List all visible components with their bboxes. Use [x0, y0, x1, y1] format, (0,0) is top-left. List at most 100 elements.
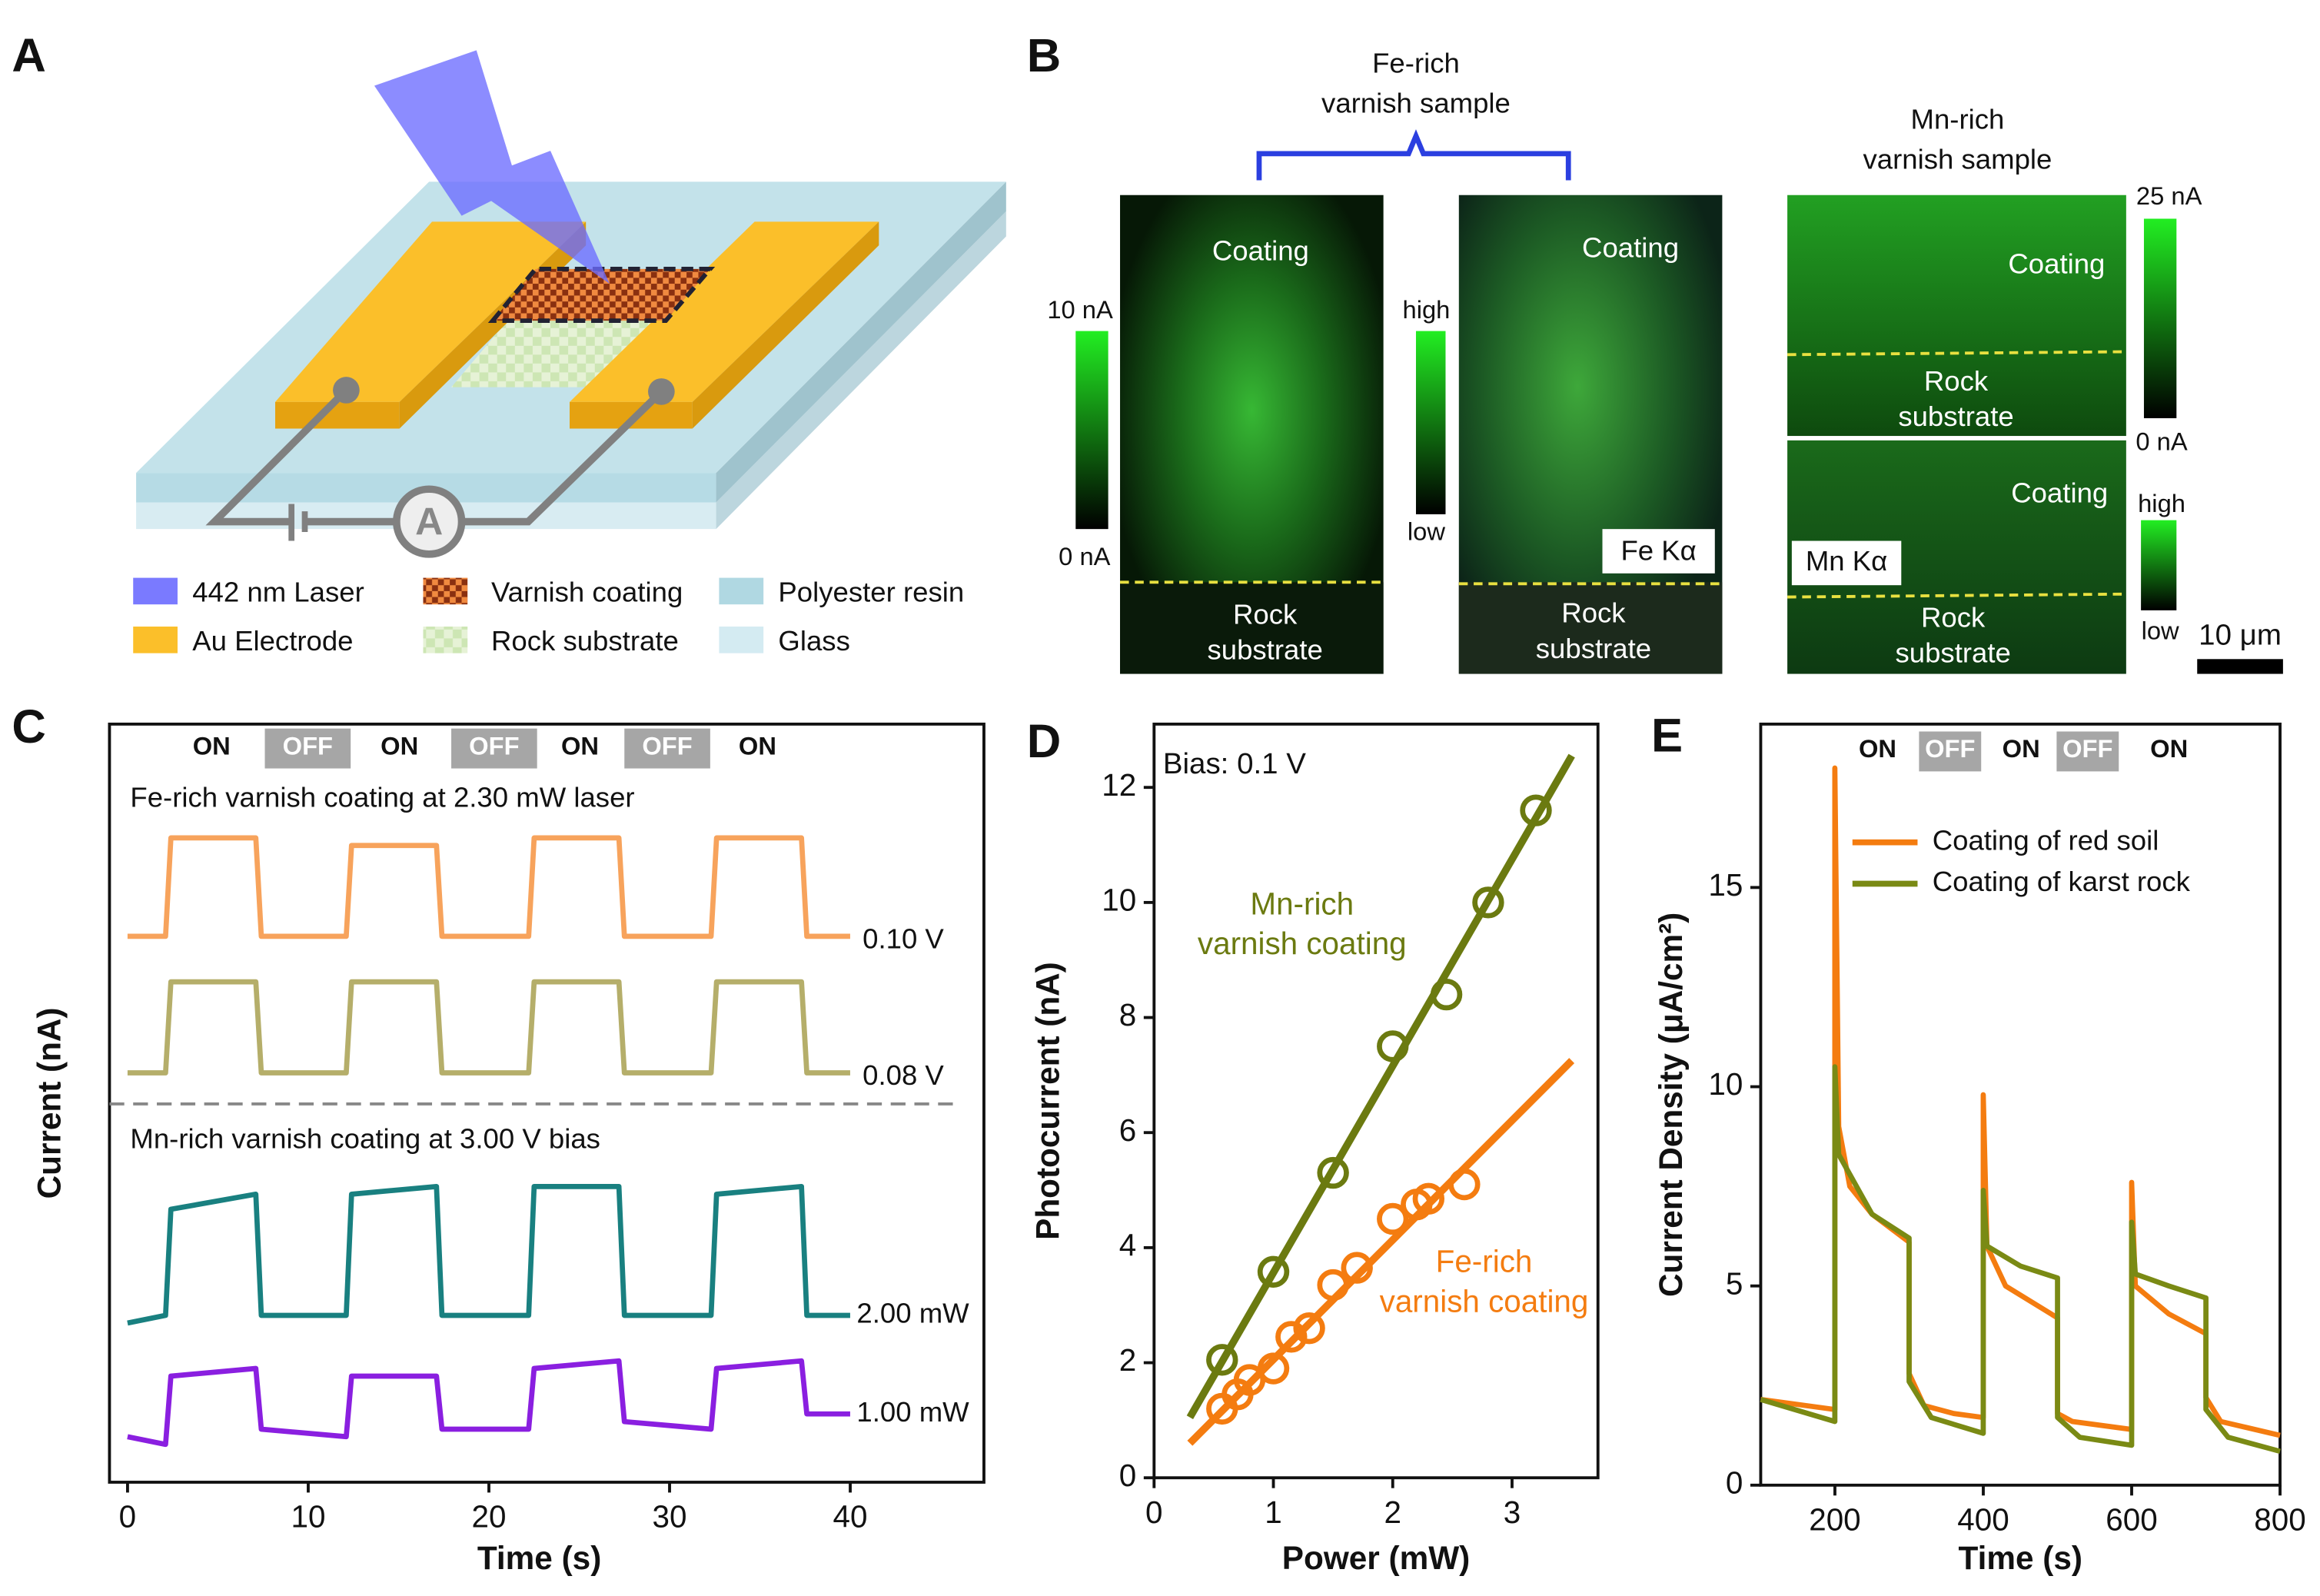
- data-point: [1341, 1252, 1373, 1284]
- x-axis-label: Time (s): [1958, 1540, 2082, 1576]
- shape: [648, 378, 675, 405]
- plot-frame: [1152, 722, 1600, 1480]
- data-line: [1186, 753, 1575, 1420]
- text-line: Rock: [1921, 601, 1986, 633]
- data-line: [1760, 1064, 2281, 1455]
- annotation: Mn-rich varnish coating at 3.00 V bias: [130, 1123, 600, 1155]
- state-label: OFF: [642, 731, 692, 760]
- y-tick-label: 8: [1119, 997, 1136, 1032]
- panel-label: D: [1027, 715, 1061, 768]
- legend-label: Glass: [778, 625, 849, 657]
- map-label: Mn Kα: [1806, 545, 1887, 577]
- series-label: 2.00 mW: [856, 1298, 969, 1329]
- shape: [1787, 195, 2126, 437]
- shape: [374, 50, 610, 284]
- colorbar-label: low: [2142, 616, 2179, 644]
- x-tick-label: 800: [2254, 1502, 2305, 1538]
- legend-label: Rock substrate: [491, 625, 679, 657]
- x-tick-label: 200: [1809, 1502, 1860, 1538]
- text-line: Rock: [1561, 597, 1626, 628]
- data-point: [1430, 978, 1463, 1011]
- data-point: [1317, 1268, 1349, 1302]
- y-tick-label: 2: [1119, 1342, 1136, 1378]
- x-tick-label: 0: [1145, 1495, 1162, 1530]
- sample-title: Mn-rich varnish sample: [1863, 103, 2052, 175]
- state-label: ON: [193, 731, 231, 760]
- data-point: [1275, 1321, 1308, 1353]
- scale-bar-label: 10 μm: [2199, 619, 2282, 652]
- maps: Fe-rich varnish sample Mn-rich varnish sam…: [1047, 47, 2283, 674]
- shape: [275, 221, 587, 402]
- data-point: [1257, 1255, 1290, 1288]
- shape: [719, 577, 764, 605]
- region-label: Rock substrate: [1898, 365, 2013, 432]
- x-tick-label: 10: [291, 1499, 325, 1534]
- data-point: [1472, 886, 1504, 919]
- data-line: [127, 979, 850, 1076]
- text-line: substrate: [1207, 633, 1322, 665]
- region-label: Coating: [1582, 232, 1679, 264]
- series-label: 0.08 V: [863, 1059, 944, 1091]
- annotation: Bias: 0.1 V: [1163, 747, 1306, 780]
- legend-label: Varnish coating: [491, 576, 683, 607]
- annotation: Fe-rich varnish coating: [1380, 1243, 1589, 1318]
- x-tick-label: 20: [472, 1499, 507, 1534]
- data-point: [1448, 1168, 1481, 1201]
- data-line: [127, 1358, 850, 1448]
- x-tick-label: 1: [1265, 1495, 1281, 1530]
- legend-label: Coating of karst rock: [1933, 866, 2191, 897]
- state-label: ON: [2150, 734, 2188, 763]
- colorbar-label: 0 nA: [1059, 542, 1110, 570]
- text-line: varnish sample: [1321, 87, 1511, 118]
- y-tick-label: 0: [1119, 1458, 1136, 1493]
- y-tick-label: 5: [1726, 1265, 1743, 1301]
- shape: [333, 377, 360, 404]
- y-tick-label: 10: [1102, 883, 1136, 918]
- y-tick-label: 15: [1708, 867, 1743, 903]
- shape: [1256, 129, 1571, 181]
- data-point: [1377, 1030, 1409, 1062]
- region-label: Rock substrate: [1207, 598, 1322, 665]
- shape: [275, 401, 400, 429]
- x-axis-label: Time (s): [477, 1540, 602, 1576]
- shape: [205, 387, 349, 526]
- x-tick-label: 400: [1957, 1502, 2009, 1538]
- shape: [1787, 350, 2126, 357]
- panel-label: B: [1027, 29, 1061, 82]
- annotation: Fe-rich varnish coating at 2.30 mW laser: [130, 782, 634, 813]
- shape: [2141, 520, 2177, 610]
- y-tick-label: 12: [1102, 767, 1136, 803]
- y-tick-label: 4: [1119, 1228, 1136, 1263]
- text-line: Rock: [1924, 365, 1989, 397]
- panel-label: A: [12, 29, 45, 82]
- annotation-line: varnish coating: [1380, 1283, 1589, 1318]
- shape: [719, 627, 764, 653]
- state-label: OFF: [2062, 734, 2112, 763]
- legend-label: Polyester resin: [778, 576, 964, 607]
- data-point: [1377, 1202, 1409, 1235]
- region-label: Coating: [2011, 477, 2108, 509]
- region-label: Rock substrate: [1895, 601, 2010, 668]
- colorbar-label: high: [1403, 295, 1451, 324]
- y-axis-label: Current Density (μA/cm²): [1653, 913, 1689, 1297]
- data-point: [1520, 794, 1552, 826]
- shape: [487, 266, 716, 324]
- y-tick-label: 10: [1708, 1066, 1743, 1102]
- text-line: substrate: [1898, 401, 2013, 432]
- shape: [716, 181, 1006, 503]
- colorbar-label: 0 nA: [2136, 427, 2187, 455]
- state-label: OFF: [469, 731, 519, 760]
- x-tick-label: 3: [1504, 1495, 1521, 1530]
- region-label: Coating: [1212, 234, 1309, 266]
- colorbar-label: 25 nA: [2136, 181, 2202, 210]
- data-point: [1293, 1312, 1325, 1345]
- data-line: [127, 1183, 850, 1326]
- shape: [570, 221, 879, 402]
- shape: [133, 627, 178, 653]
- x-tick-label: 0: [119, 1499, 136, 1534]
- shape: [423, 577, 468, 605]
- text-line: Fe-rich: [1372, 47, 1460, 78]
- y-tick-label: 0: [1726, 1465, 1743, 1501]
- annotation-line: varnish coating: [1198, 926, 1407, 961]
